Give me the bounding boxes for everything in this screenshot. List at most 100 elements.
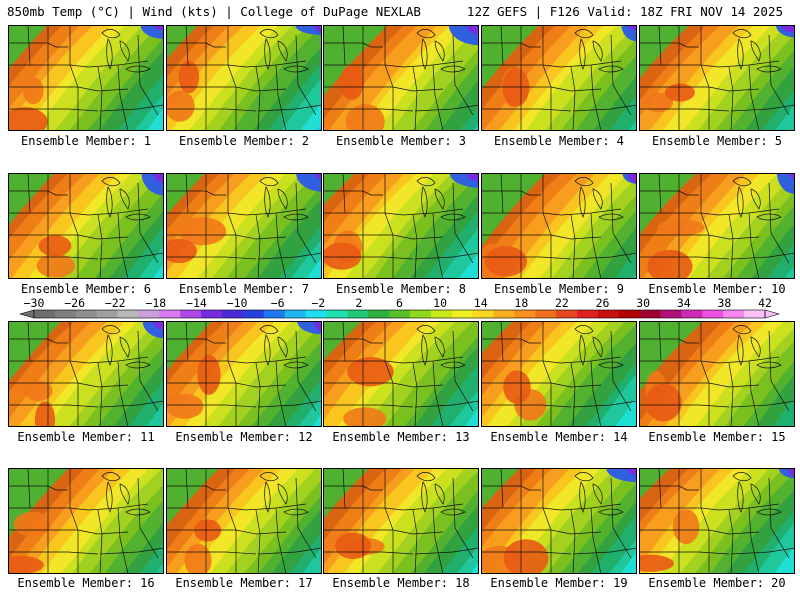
state-border [748, 360, 760, 427]
state-borders [166, 25, 322, 131]
state-border [481, 529, 602, 535]
state-border [402, 208, 464, 216]
state-border [481, 551, 572, 555]
temperature-band [297, 395, 322, 427]
state-border [27, 468, 31, 509]
lake-outline [750, 40, 761, 62]
colorbar-tick-label: 18 [514, 296, 529, 310]
ensemble-member-label: Ensemble Member: 13 [332, 430, 470, 444]
panel-frame [639, 25, 795, 131]
lake-outline [264, 186, 271, 218]
colorbar-swatch [368, 310, 390, 318]
state-border [323, 551, 414, 555]
colorbar-swatch [535, 310, 557, 318]
state-borders [639, 321, 795, 427]
state-borders [639, 468, 795, 574]
colorbar-swatch [159, 310, 181, 318]
state-border [452, 34, 474, 116]
ensemble-member-label: Ensemble Member: 17 [175, 576, 313, 590]
state-borders [481, 173, 637, 279]
ensemble-member-label: Ensemble Member: 20 [648, 576, 786, 590]
temperature-band [631, 272, 637, 279]
state-border [166, 551, 257, 555]
state-border [323, 234, 444, 240]
cold-core [296, 173, 322, 192]
colorbar-tick-label: −22 [104, 296, 126, 310]
temperature-map [166, 321, 322, 427]
state-border [166, 529, 287, 535]
lake-outline [737, 186, 744, 218]
lake-outline [750, 336, 761, 358]
state-border [639, 529, 760, 535]
temperature-band [138, 245, 164, 279]
colorbar-tick-label: 42 [758, 296, 772, 310]
state-border [610, 477, 632, 559]
state-border [658, 468, 662, 509]
cold-core-inner [153, 173, 164, 183]
state-border [8, 404, 99, 408]
state-border [590, 360, 602, 427]
state-border [323, 108, 414, 112]
warm-pocket [34, 401, 56, 427]
temperature-map [8, 173, 164, 279]
state-border [323, 485, 383, 491]
state-borders [8, 25, 164, 131]
temperature-band [766, 242, 795, 279]
colorbar-tick-label: −18 [145, 296, 167, 310]
lake-outline [416, 177, 436, 187]
cold-core-inner [153, 25, 164, 31]
state-border [117, 64, 129, 131]
panel-frame [639, 468, 795, 574]
temperature-map [481, 173, 637, 279]
state-border [412, 362, 418, 427]
ensemble-member-label: Ensemble Member: 7 [178, 282, 310, 296]
lake-outline [592, 40, 603, 62]
temperature-map [481, 321, 637, 427]
colorbar: −30 −26 −22 −18 −14 −10 −6 −2 2 6 10 14 18 22 26 30 34 38… [0, 296, 800, 320]
warm-pocket [340, 64, 364, 101]
state-border [728, 66, 734, 131]
colorbar-swatch [472, 310, 494, 318]
colorbar-swatch [96, 310, 119, 318]
state-border [730, 104, 795, 112]
state-border [730, 400, 795, 408]
colorbar-swatch [597, 310, 620, 318]
lake-outline [259, 29, 279, 39]
lake-outline [732, 472, 752, 482]
colorbar-swatch [744, 310, 766, 318]
colorbar-swatch [556, 310, 578, 318]
ensemble-map-1 [8, 25, 164, 131]
state-border [700, 468, 710, 574]
warm-pocket [8, 556, 44, 574]
temperature-band [614, 396, 637, 427]
temperature-band [145, 402, 164, 427]
state-border [227, 468, 237, 574]
state-border [99, 400, 164, 408]
state-border [8, 234, 129, 240]
ensemble-map-14 [481, 321, 637, 427]
temperature-map [639, 468, 795, 574]
warm-pocket [334, 532, 372, 559]
ensemble-map-4 [481, 25, 637, 131]
ensemble-member-label: Ensemble Member: 3 [335, 134, 467, 148]
ensemble-map-5 [639, 25, 795, 131]
state-borders [166, 173, 322, 279]
state-border [700, 173, 710, 279]
lake-outline [106, 334, 113, 366]
ensemble-map-19 [481, 468, 637, 574]
state-border [728, 509, 734, 574]
cold-core-inner [466, 173, 479, 182]
temperature-map [639, 25, 795, 131]
lake-outline [125, 65, 151, 73]
temperature-band [299, 102, 322, 131]
state-borders [8, 173, 164, 279]
lake-outline [750, 483, 761, 505]
temperature-band [609, 94, 637, 131]
state-border [97, 362, 103, 427]
state-border [639, 108, 730, 112]
colorbar-swatch [221, 310, 244, 318]
state-borders [166, 321, 322, 427]
ensemble-map-11 [8, 321, 164, 427]
state-border [117, 360, 129, 427]
ensemble-member-label: Ensemble Member: 18 [332, 576, 470, 590]
